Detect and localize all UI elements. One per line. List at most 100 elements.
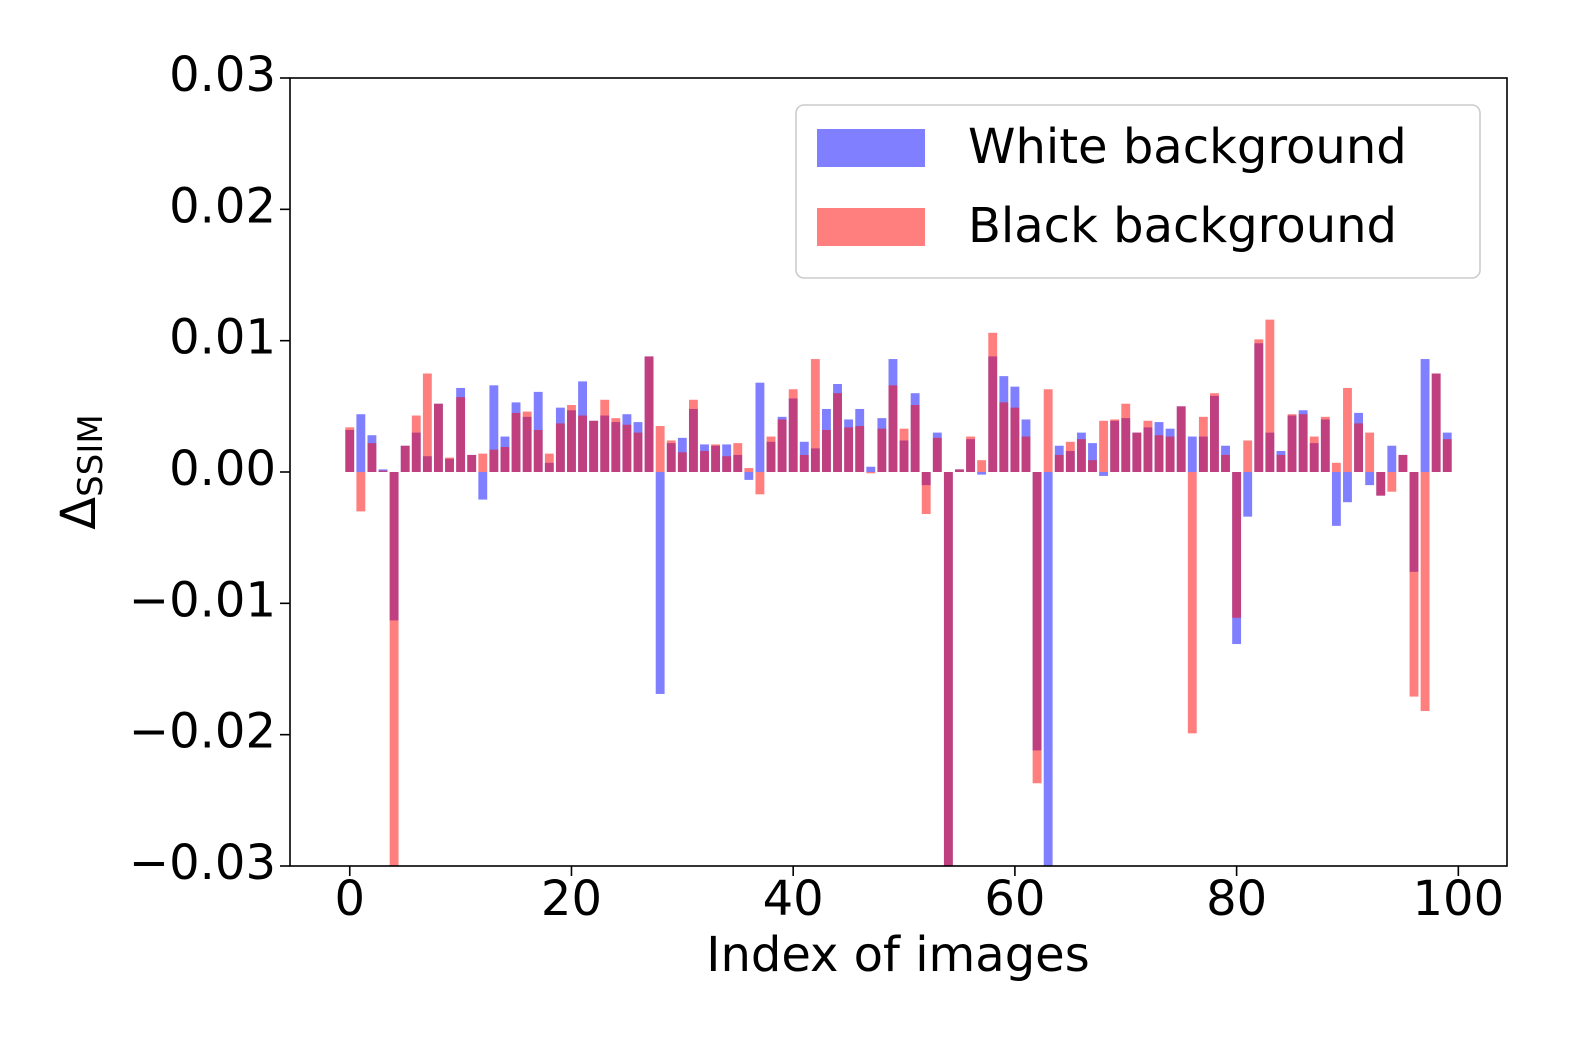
bar xyxy=(589,420,599,472)
bar xyxy=(1387,472,1397,492)
bar xyxy=(999,402,1009,472)
bar xyxy=(1176,406,1186,472)
bar xyxy=(810,359,820,472)
bar xyxy=(1331,472,1341,526)
bar xyxy=(456,397,466,472)
bar xyxy=(1043,472,1053,866)
bar xyxy=(688,399,698,472)
bar xyxy=(345,427,355,472)
y-tick-label: 0.02 xyxy=(169,178,276,234)
bar xyxy=(500,447,510,472)
bar xyxy=(489,449,499,472)
bar xyxy=(578,415,587,472)
bar xyxy=(1099,420,1109,472)
legend-frame xyxy=(795,104,1481,279)
bar xyxy=(788,389,798,472)
bar xyxy=(955,469,964,472)
bar xyxy=(766,436,776,472)
bar xyxy=(1354,423,1363,472)
bar xyxy=(799,454,809,472)
bar xyxy=(1187,472,1197,734)
bar xyxy=(400,445,410,472)
bar xyxy=(744,472,754,480)
bar xyxy=(1265,319,1275,472)
legend-label: Black background xyxy=(968,198,1397,254)
bar xyxy=(666,440,676,472)
bar xyxy=(877,428,887,472)
bar xyxy=(445,457,454,472)
bar xyxy=(833,393,842,472)
bar xyxy=(478,472,488,500)
bar xyxy=(1121,403,1131,472)
bar xyxy=(822,429,831,472)
bar xyxy=(744,468,754,472)
bar xyxy=(988,332,998,472)
bar xyxy=(1276,454,1286,472)
bar xyxy=(1320,416,1330,472)
bar xyxy=(555,423,565,472)
bar xyxy=(777,419,787,472)
bar xyxy=(611,418,621,472)
y-tick-label: −0.01 xyxy=(129,572,276,628)
bar xyxy=(1221,454,1230,472)
bar xyxy=(1154,435,1164,472)
bar xyxy=(356,414,366,472)
bar xyxy=(1232,472,1242,618)
bar xyxy=(1132,432,1142,472)
bar xyxy=(378,470,388,472)
bar xyxy=(478,453,488,472)
bar xyxy=(1187,436,1197,472)
bar xyxy=(378,469,388,472)
bar xyxy=(489,385,499,472)
bar xyxy=(655,472,665,694)
bar xyxy=(622,424,632,472)
bar xyxy=(866,466,876,472)
bar xyxy=(1431,373,1441,472)
bar xyxy=(899,428,909,472)
bar xyxy=(422,373,432,472)
bar xyxy=(389,472,399,866)
bar xyxy=(1243,472,1253,517)
bar xyxy=(855,426,865,472)
x-tick-label: 20 xyxy=(541,871,602,927)
legend-swatch xyxy=(817,208,925,246)
y-tick-label: 0.01 xyxy=(169,310,276,366)
bar xyxy=(522,411,532,472)
bar xyxy=(1099,472,1109,476)
bar xyxy=(1376,472,1386,496)
bar xyxy=(755,472,765,495)
bar xyxy=(1088,460,1097,472)
y-label-subscript: SSIM xyxy=(71,414,111,497)
bar xyxy=(633,432,643,472)
x-tick-label: 80 xyxy=(1206,871,1267,927)
y-tick-label: 0.03 xyxy=(169,47,276,103)
bar xyxy=(1398,454,1408,472)
bar xyxy=(1054,454,1064,472)
bar xyxy=(977,472,987,475)
bar xyxy=(700,450,709,472)
y-tick-label: −0.02 xyxy=(129,704,276,760)
plot-area xyxy=(345,319,1452,866)
bar xyxy=(1309,436,1319,472)
legend-label: White background xyxy=(968,119,1407,175)
bar xyxy=(1365,472,1375,486)
bar xyxy=(567,405,576,472)
bar xyxy=(1343,387,1352,472)
bar xyxy=(1043,389,1053,472)
legend: White background Black background xyxy=(795,104,1481,279)
x-tick-label: 60 xyxy=(984,871,1045,927)
bar xyxy=(600,399,610,472)
bar xyxy=(1387,445,1397,472)
x-tick-label: 100 xyxy=(1413,871,1505,927)
bar xyxy=(434,403,443,472)
x-tick-label: 0 xyxy=(334,871,365,927)
bar xyxy=(1010,407,1020,472)
bar xyxy=(1331,462,1341,472)
y-tick-label: −0.03 xyxy=(129,835,276,891)
bar xyxy=(755,382,765,472)
bar xyxy=(711,444,721,472)
bar xyxy=(1343,472,1352,503)
bar xyxy=(866,472,876,474)
y-axis-label: ΔSSIM xyxy=(51,414,111,529)
